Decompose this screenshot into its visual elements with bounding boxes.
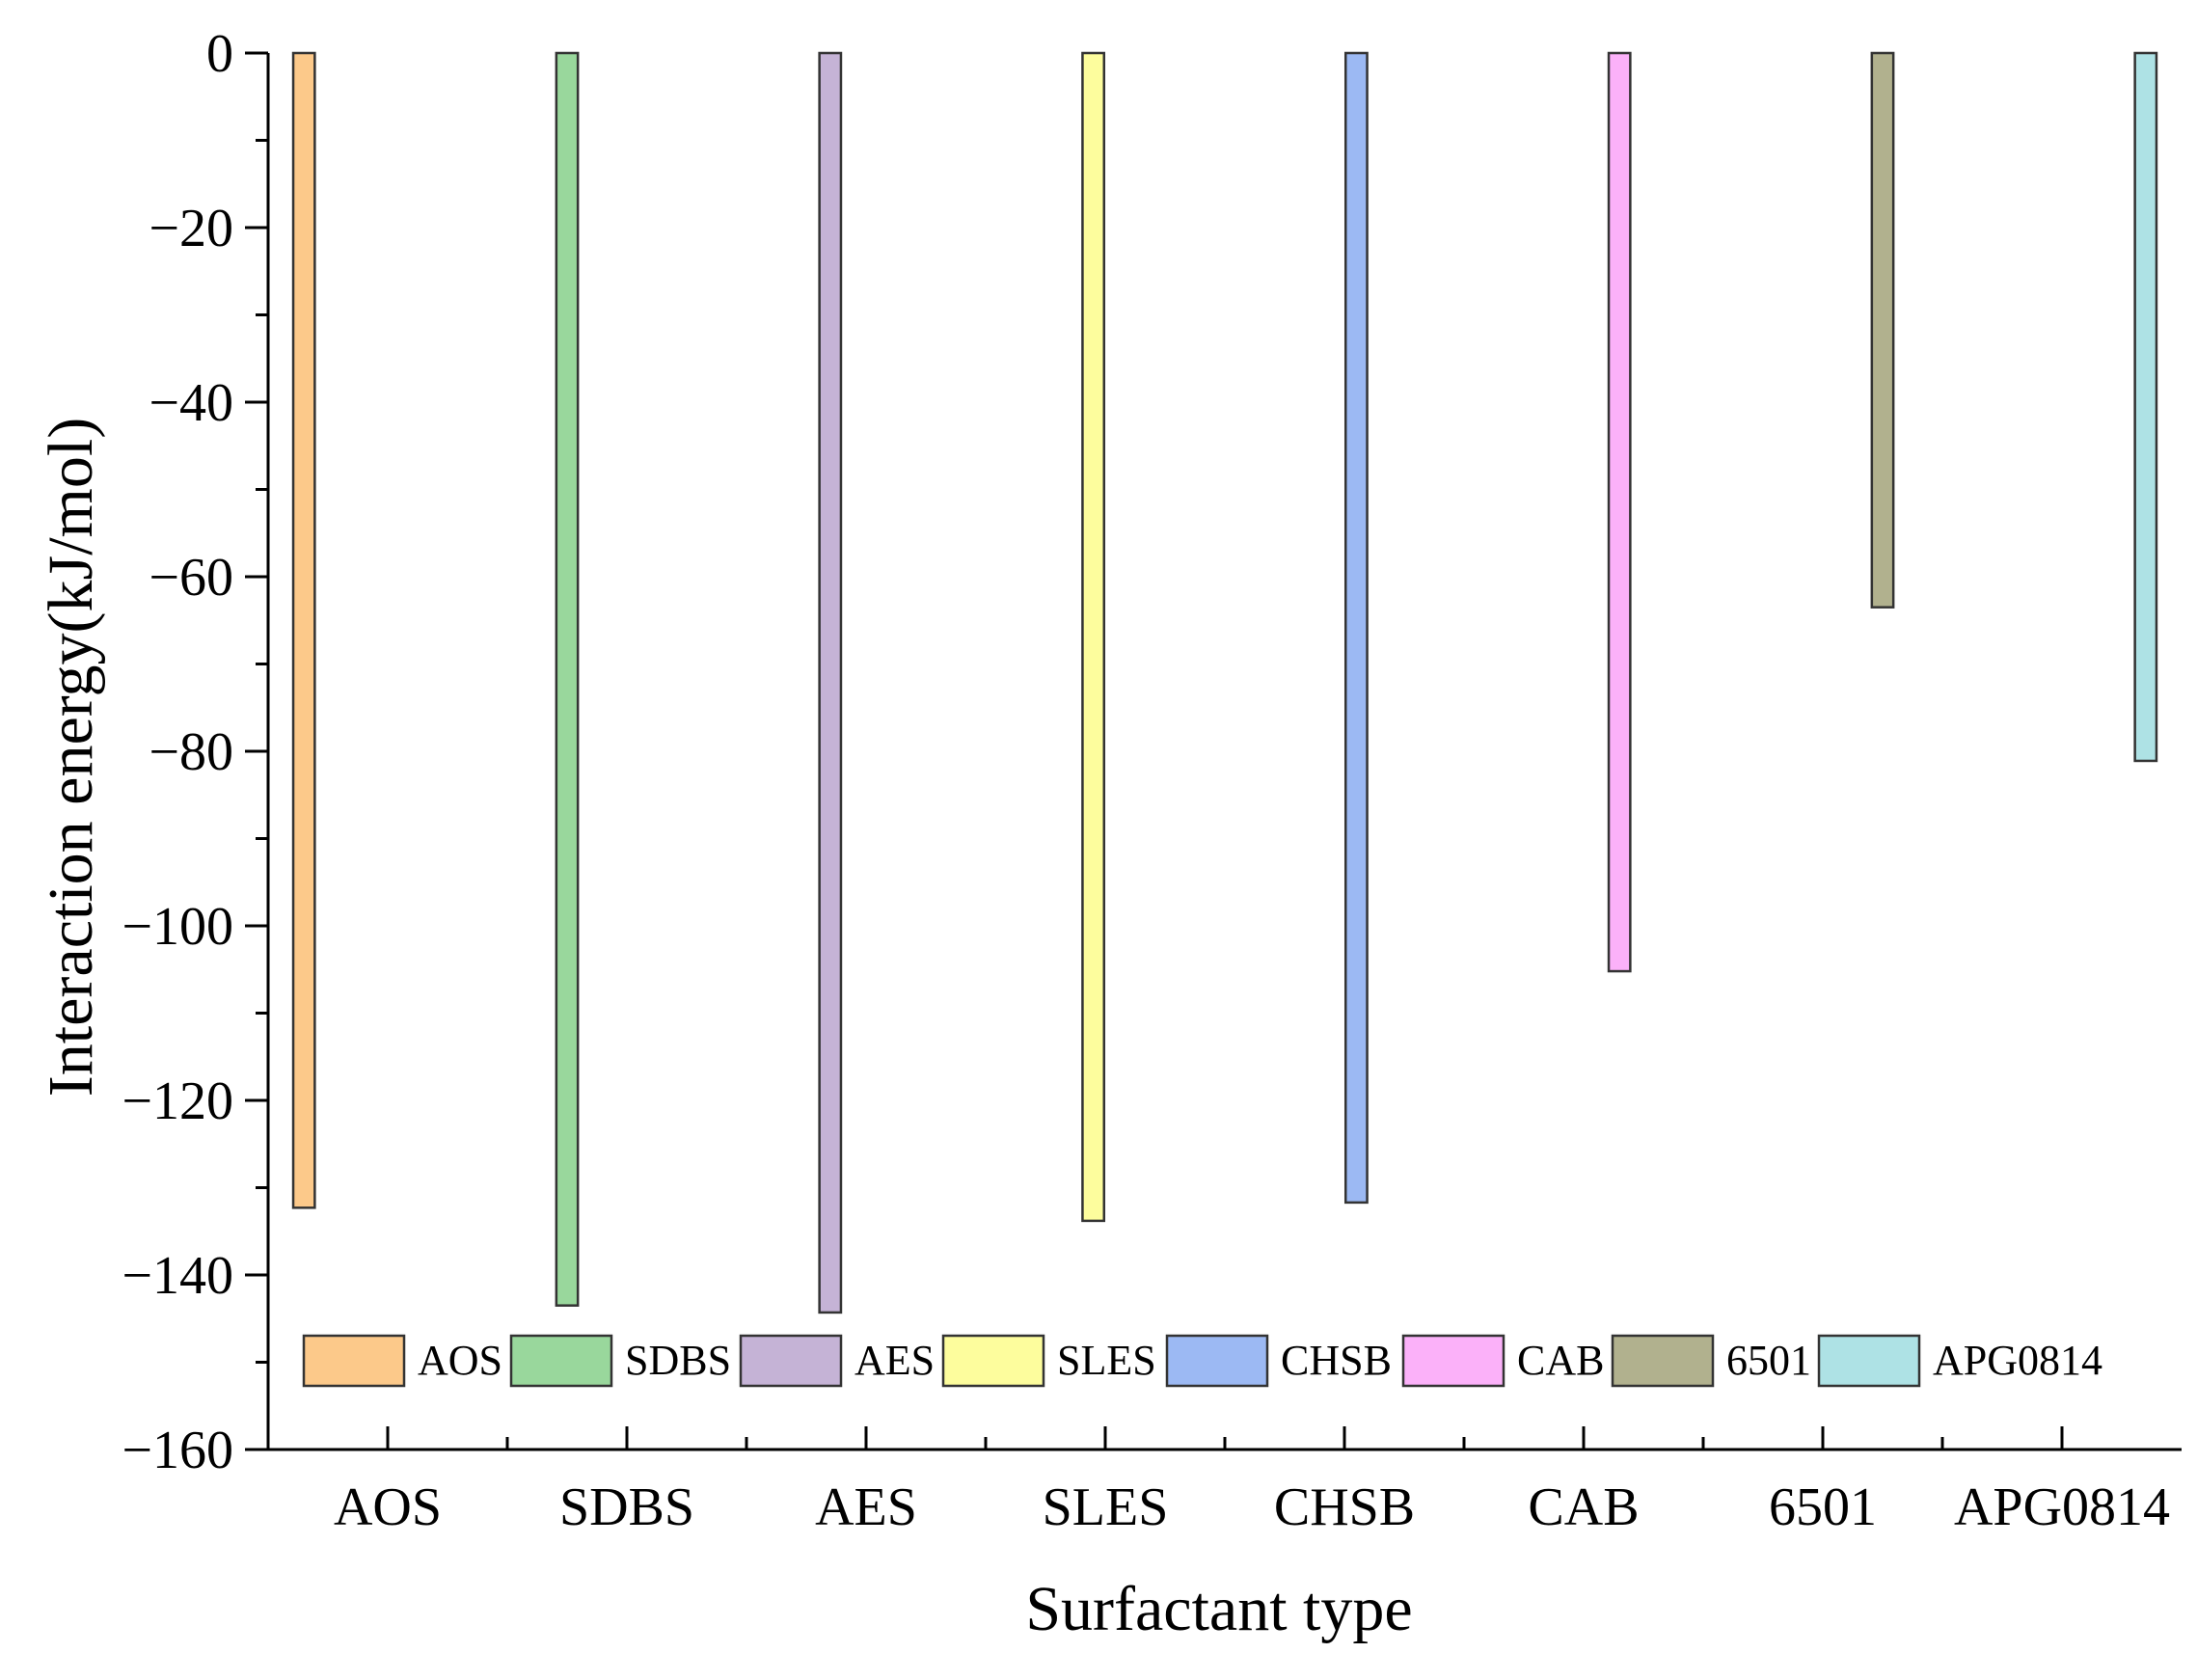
legend-label-chsb: CHSB <box>1281 1337 1392 1384</box>
legend-swatch-sdbs <box>509 1334 613 1388</box>
bar-sdbs <box>555 51 580 1307</box>
legend-label-aos: AOS <box>418 1337 502 1384</box>
x-tick-label: AOS <box>334 1477 442 1537</box>
x-tick-label: CAB <box>1528 1477 1639 1537</box>
bar-aes <box>818 51 843 1314</box>
legend-swatch-cab <box>1401 1334 1505 1388</box>
legend-swatch-aos <box>302 1334 406 1388</box>
bar-aos <box>291 51 316 1209</box>
legend-label-apg0814: APG0814 <box>1933 1337 2102 1384</box>
axes-group: 0 −20 −40 −60 −80 −100 −120 −140 −160 AOS SDBS AES S… <box>122 24 2182 1537</box>
y-tick-label: −40 <box>149 373 233 433</box>
legend-swatch-apg0814 <box>1817 1334 1921 1388</box>
bar-6501 <box>1870 51 1895 609</box>
legend-label-sdbs: SDBS <box>625 1337 731 1384</box>
bar-apg0814 <box>2133 51 2158 763</box>
y-tick-label: −80 <box>149 722 233 782</box>
x-tick-label: 6501 <box>1769 1477 1877 1537</box>
bar-sles <box>1081 51 1106 1223</box>
legend-swatch-chsb <box>1165 1334 1269 1388</box>
x-tick-label: APG0814 <box>1954 1477 2170 1537</box>
x-tick-label: AES <box>815 1477 917 1537</box>
y-tick-label: −160 <box>122 1421 233 1480</box>
y-tick-label: −100 <box>122 897 233 957</box>
legend-label-aes: AES <box>854 1337 935 1384</box>
y-axis-title: Interaction energy(kJ/mol) <box>36 418 106 1097</box>
x-tick-label: SLES <box>1043 1477 1169 1537</box>
x-axis-title: Surfactant type <box>1025 1574 1412 1644</box>
x-tick-label: CHSB <box>1274 1477 1415 1537</box>
y-tick-label: −140 <box>122 1246 233 1306</box>
legend-label-cab: CAB <box>1517 1337 1604 1384</box>
y-tick-label: −120 <box>122 1071 233 1131</box>
legend-swatch-sles <box>941 1334 1045 1388</box>
bar-chsb <box>1343 51 1369 1205</box>
legend: AOS SDBS AES SLES CHSB CAB 6501 APG0814 <box>302 1334 2102 1388</box>
legend-label-sles: SLES <box>1057 1337 1156 1384</box>
legend-swatch-6501 <box>1611 1334 1715 1388</box>
legend-swatch-aes <box>739 1334 843 1388</box>
y-tick-label: 0 <box>206 24 233 84</box>
bars-group <box>291 51 2158 1314</box>
bar-cab <box>1607 51 1632 973</box>
x-tick-label: SDBS <box>559 1477 694 1537</box>
y-tick-label: −60 <box>149 548 233 608</box>
y-tick-label: −20 <box>149 199 233 258</box>
legend-label-6501: 6501 <box>1726 1337 1811 1384</box>
